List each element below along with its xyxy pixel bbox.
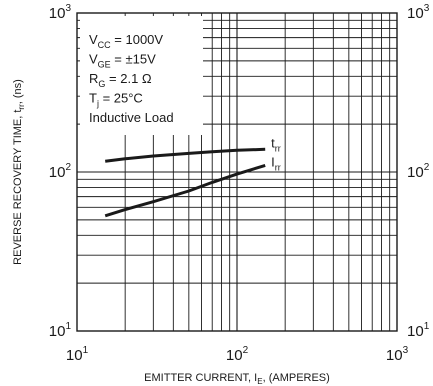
tick-exponent: 2 bbox=[65, 162, 71, 173]
x-axis-title-main: EMITTER CURRENT, I bbox=[144, 372, 257, 384]
condition-line: VCC = 1000V bbox=[89, 32, 163, 50]
condition-value: = 1000V bbox=[111, 32, 164, 47]
condition-line: Tj = 25°C bbox=[89, 91, 143, 109]
annotation-background bbox=[80, 16, 203, 135]
x-tick-label: 103 bbox=[386, 345, 409, 364]
x-axis-title-sub: E bbox=[257, 377, 262, 386]
x-axis-title: EMITTER CURRENT, IE, (AMPERES) bbox=[144, 372, 330, 386]
tick-exponent: 1 bbox=[424, 321, 430, 332]
y-tick-label-right: 103 bbox=[407, 3, 430, 22]
tick-base: 10 bbox=[407, 5, 424, 22]
grid-lines bbox=[77, 13, 397, 331]
y-tick-label-left: 102 bbox=[49, 162, 72, 181]
series-label-main: I bbox=[271, 154, 275, 169]
condition-line: VGE = ±15V bbox=[89, 52, 156, 70]
condition-value: = 25°C bbox=[99, 91, 143, 106]
series-line-irr bbox=[104, 163, 266, 218]
axis-titles: EMITTER CURRENT, IE, (AMPERES) REVERSE RE… bbox=[12, 79, 330, 386]
condition-subscript: G bbox=[98, 79, 105, 89]
y-tick-label-right: 102 bbox=[407, 162, 430, 181]
condition-line: Inductive Load bbox=[89, 110, 174, 125]
x-tick-label: 101 bbox=[66, 345, 89, 364]
y-axis-title-tail: , (ns) bbox=[12, 79, 24, 104]
condition-line: RG = 2.1 Ω bbox=[89, 71, 152, 89]
condition-symbol: Inductive Load bbox=[89, 110, 174, 125]
series-label-sub: rr bbox=[275, 143, 281, 153]
series-label-trr: trr bbox=[271, 135, 281, 153]
tick-exponent: 1 bbox=[65, 321, 71, 332]
y-axis-title: REVERSE RECOVERY TIME, trr, (ns) bbox=[12, 79, 26, 265]
condition-subscript: CC bbox=[98, 40, 111, 50]
tick-exponent: 2 bbox=[424, 162, 430, 173]
tick-exponent: 3 bbox=[65, 3, 71, 14]
x-axis-title-tail: , (AMPERES) bbox=[263, 372, 330, 384]
y-axis-title-main: REVERSE RECOVERY TIME, t bbox=[12, 110, 24, 265]
y-tick-label-right: 101 bbox=[407, 321, 430, 340]
series-label-irr: Irr bbox=[271, 154, 281, 172]
plot-frame bbox=[76, 12, 398, 332]
tick-exponent: 2 bbox=[243, 345, 249, 356]
y-tick-label-left: 103 bbox=[49, 3, 72, 22]
y-axis-title-sub: rr bbox=[17, 104, 26, 110]
y-tick-label-left: 101 bbox=[49, 321, 72, 340]
tick-base: 10 bbox=[49, 323, 66, 340]
series-line-trr bbox=[105, 147, 266, 163]
series-label-sub: rr bbox=[275, 162, 281, 172]
tick-base: 10 bbox=[226, 347, 243, 364]
x-tick-label: 102 bbox=[226, 345, 249, 364]
condition-value: = 2.1 Ω bbox=[105, 71, 151, 86]
tick-exponent: 3 bbox=[424, 3, 430, 14]
tick-base: 10 bbox=[407, 323, 424, 340]
condition-symbol: V bbox=[89, 32, 98, 47]
tick-base: 10 bbox=[386, 347, 403, 364]
tick-base: 10 bbox=[49, 164, 66, 181]
condition-value: = ±15V bbox=[111, 52, 156, 67]
condition-subscript: GE bbox=[98, 60, 111, 70]
condition-subscript: j bbox=[96, 99, 99, 109]
tick-base: 10 bbox=[49, 5, 66, 22]
series-label-main: t bbox=[271, 135, 275, 150]
tick-base: 10 bbox=[66, 347, 83, 364]
condition-symbol: T bbox=[89, 91, 97, 106]
tick-exponent: 1 bbox=[83, 345, 89, 356]
tick-exponent: 3 bbox=[403, 345, 409, 356]
tick-base: 10 bbox=[407, 164, 424, 181]
condition-symbol: V bbox=[89, 52, 98, 67]
condition-symbol: R bbox=[89, 71, 98, 86]
